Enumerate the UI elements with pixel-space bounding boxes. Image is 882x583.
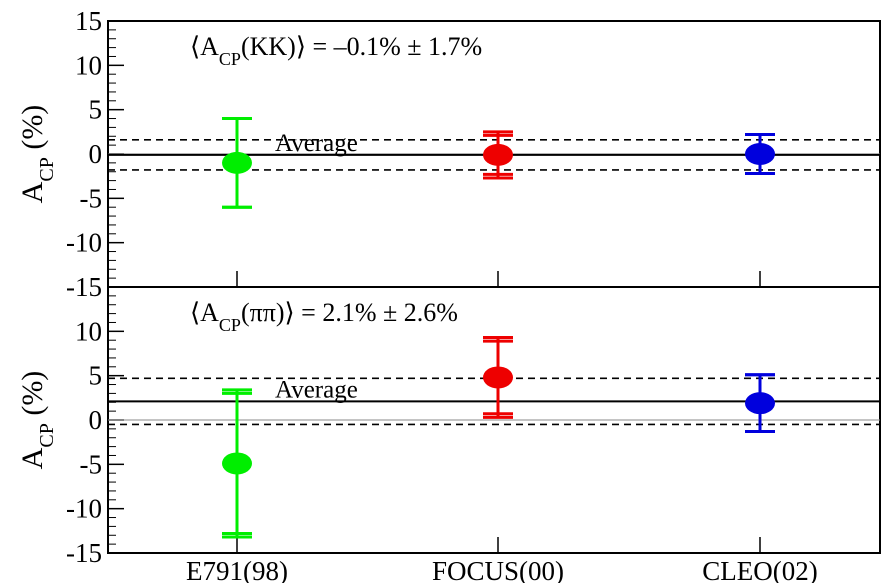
average-annotation: ⟨ACP(KK)⟩ = –0.1% ± 1.7% bbox=[190, 32, 482, 69]
y-tick-label: 5 bbox=[89, 361, 103, 391]
y-tick-label: -15 bbox=[66, 538, 102, 568]
y-tick-label: -15 bbox=[66, 272, 102, 302]
y-tick-label: -5 bbox=[80, 449, 103, 479]
x-category-label: E791(98) bbox=[186, 556, 288, 583]
y-tick-label: -5 bbox=[80, 183, 103, 213]
data-marker bbox=[745, 143, 775, 165]
y-tick-label: -10 bbox=[66, 494, 102, 524]
data-point-e79198 bbox=[222, 388, 252, 539]
y-tick-label: -10 bbox=[66, 228, 102, 258]
y-tick-label: 10 bbox=[75, 50, 102, 80]
data-marker bbox=[222, 151, 252, 174]
y-tick-label: 10 bbox=[75, 316, 102, 346]
data-point-focus00 bbox=[483, 336, 513, 419]
data-point-focus00 bbox=[483, 130, 513, 180]
average-label: Average bbox=[275, 130, 358, 157]
y-axis-label: ACP (%) bbox=[16, 105, 58, 204]
y-axis-label: ACP (%) bbox=[16, 371, 58, 470]
average-label: Average bbox=[275, 376, 358, 403]
x-category-label: CLEO(02) bbox=[702, 556, 817, 583]
data-marker bbox=[483, 143, 513, 166]
panel-bottom: 10 5 0 -5 -10 -15 Average ⟨ACP(ππ)⟩ = 2.1% ± 2.… bbox=[16, 286, 881, 583]
data-point-cleo02 bbox=[745, 132, 775, 176]
y-tick-label: 0 bbox=[89, 405, 103, 435]
data-marker bbox=[745, 392, 775, 415]
y-tick-label: 15 bbox=[75, 6, 102, 36]
data-point-e79198 bbox=[222, 117, 252, 209]
data-marker bbox=[222, 452, 252, 475]
data-point-cleo02 bbox=[745, 373, 775, 434]
x-category-label: FOCUS(00) bbox=[432, 556, 564, 583]
data-marker bbox=[483, 366, 513, 389]
panel-top: 15 10 5 0 -5 -10 -15 Average ⟨ACP(KK)⟩ = –0.1% ±… bbox=[16, 6, 881, 302]
y-tick-label: 0 bbox=[89, 139, 103, 169]
y-tick-label: 5 bbox=[89, 95, 103, 125]
average-annotation: ⟨ACP(ππ)⟩ = 2.1% ± 2.6% bbox=[190, 298, 458, 335]
